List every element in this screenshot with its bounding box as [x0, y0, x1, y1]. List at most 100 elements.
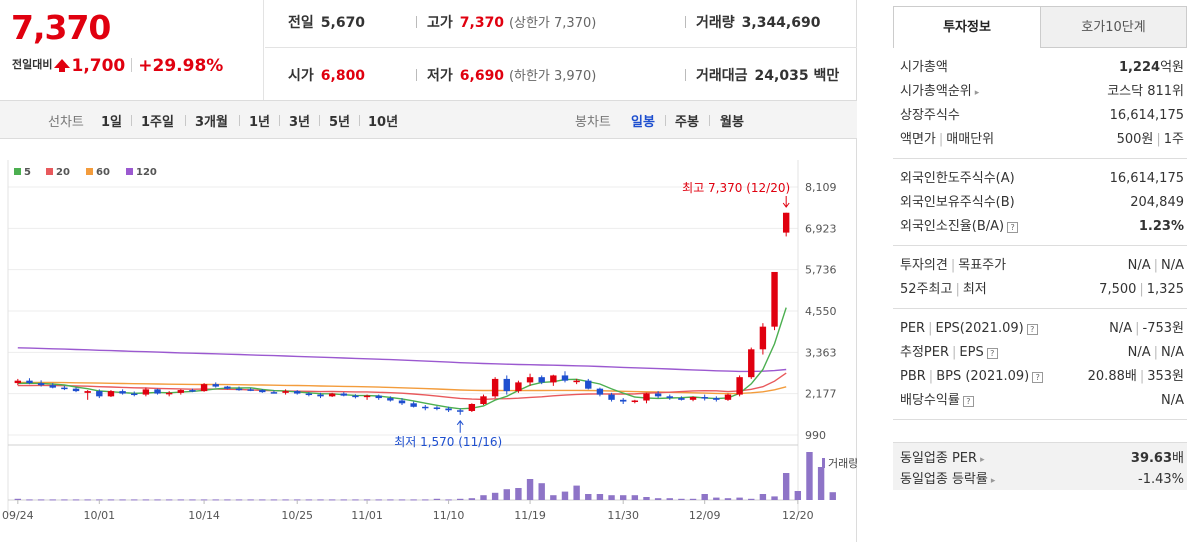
- info-row: 액면가 | 매매단위 500원 | 1주: [900, 132, 1184, 147]
- volume-bar: [538, 483, 545, 500]
- low-stat: 저가 6,690 (하한가 3,970): [416, 65, 596, 85]
- candle: [247, 389, 254, 391]
- amount-stat: 거래대금 24,035 백만: [685, 65, 839, 85]
- volume-bar: [61, 499, 68, 501]
- period-10y-button[interactable]: 10년: [368, 115, 399, 130]
- volume-bar: [794, 491, 802, 500]
- candle: [480, 396, 487, 404]
- volume-bar: [328, 499, 336, 501]
- help-icon[interactable]: ?: [962, 396, 974, 407]
- info-row: PER | EPS(2021.09)? N/A | -753원: [900, 321, 1184, 336]
- info-table: 시가총액 1,224억원 시가총액순위 ▸ 코스닥 811위 상장주식수 16,614,…: [893, 48, 1187, 420]
- candle: [713, 398, 720, 400]
- period-1y-button[interactable]: 1년: [249, 115, 271, 130]
- info-row: 외국인보유주식수(B) 204,849: [900, 195, 1184, 210]
- volume-bar: [503, 489, 510, 500]
- candle-weekly-button[interactable]: 주봉: [675, 115, 699, 130]
- candle: [538, 377, 545, 383]
- volume-bar: [212, 499, 219, 501]
- info-row: 외국인소진율(B/A)? 1.23%: [900, 219, 1184, 234]
- candle: [561, 375, 569, 381]
- candle: [643, 393, 650, 401]
- quote-stats: 전일 5,670 고가 7,370 (상한가 7,370) 거래량 3,344,690…: [265, 0, 857, 100]
- volume-bar: [259, 499, 266, 501]
- period-1w-button[interactable]: 1주일: [141, 115, 174, 130]
- volume-bar: [550, 495, 557, 500]
- period-3m-button[interactable]: 3개월: [195, 115, 228, 130]
- legend-swatch: [46, 168, 53, 175]
- volume-bar: [96, 499, 103, 501]
- volume-bar: [608, 495, 615, 500]
- volume-bar: [154, 499, 161, 501]
- candle: [619, 399, 627, 402]
- period-5y-button[interactable]: 5년: [329, 115, 351, 130]
- volume-label: 거래량: [828, 457, 857, 470]
- volume-bar: [526, 479, 534, 500]
- info-row: 동일업종 등락률 ▸ -1.43%: [900, 472, 1184, 487]
- period-1d-button[interactable]: 1일: [101, 115, 123, 130]
- candle: [177, 390, 185, 393]
- y-tick-label: 5,736: [805, 264, 837, 277]
- candle: [596, 388, 604, 395]
- info-row: 시가총액 1,224억원: [900, 60, 1184, 75]
- stock-chart[interactable]: 5 20 60 120 8,109 6,923 5,736 4,550 3,363 2,177 99…: [0, 140, 858, 542]
- info-row: 외국인한도주식수(A) 16,614,175: [900, 171, 1184, 186]
- volume-bar: [433, 498, 441, 500]
- volume-bar: [410, 499, 417, 501]
- price-change-row: 전일대비 1,700 +29.98%: [12, 56, 223, 76]
- volume-bar: [340, 499, 347, 501]
- volume-bar: [480, 495, 487, 500]
- x-tick-label: 12/09: [689, 509, 721, 522]
- volume-bar: [759, 494, 767, 500]
- candle-monthly-button[interactable]: 월봉: [720, 115, 744, 130]
- x-tick-label: 10/01: [83, 509, 115, 522]
- legend-swatch: [126, 168, 133, 175]
- tab-investment-info[interactable]: 투자정보: [893, 6, 1041, 48]
- candle: [72, 388, 80, 392]
- volume-bar: [713, 497, 720, 500]
- volume-bar: [701, 494, 708, 500]
- help-icon[interactable]: ?: [1007, 222, 1019, 233]
- candle: [422, 406, 429, 409]
- candle: [224, 386, 231, 389]
- candle: [119, 391, 126, 394]
- help-icon[interactable]: ?: [1026, 324, 1038, 335]
- candle: [14, 380, 22, 384]
- volume-bar: [596, 494, 604, 500]
- info-row: PBR | BPS (2021.09)? 20.88배 | 353원: [900, 369, 1184, 384]
- x-tick-label: 12/20: [782, 509, 814, 522]
- volume-bar: [817, 467, 825, 500]
- volume-bar: [375, 499, 382, 501]
- x-tick-label: 09/24: [2, 509, 34, 522]
- info-row: 동일업종 PER ▸ 39.63배: [900, 451, 1184, 466]
- tab-order-book[interactable]: 호가10단계: [1040, 6, 1187, 48]
- y-tick-label: 6,923: [805, 222, 837, 235]
- candle: [165, 392, 173, 395]
- candle: [26, 380, 33, 384]
- candle: [328, 393, 336, 397]
- candle: [550, 375, 557, 383]
- change-percent: +29.98%: [138, 56, 224, 76]
- candle: [491, 378, 499, 397]
- x-tick-label: 11/10: [433, 509, 465, 522]
- candle-daily-button[interactable]: 일봉: [631, 115, 655, 130]
- candle: [305, 393, 313, 396]
- candle: [608, 394, 615, 400]
- candlestick-chart[interactable]: 5 20 60 120 8,109 6,923 5,736 4,550 3,363 2,177 99…: [0, 140, 858, 542]
- candle: [270, 392, 278, 394]
- volume-bar: [398, 499, 406, 501]
- candle: [84, 391, 91, 393]
- candle: [96, 391, 103, 397]
- help-icon[interactable]: ?: [986, 348, 998, 359]
- volume-bar: [26, 499, 33, 501]
- candle: [294, 391, 301, 394]
- high-stat: 고가 7,370 (상한가 7,370): [416, 12, 596, 32]
- ma120-line: [17, 347, 787, 373]
- help-icon[interactable]: ?: [1032, 372, 1044, 383]
- volume-bar: [189, 499, 196, 501]
- y-tick-label: 8,109: [805, 181, 837, 194]
- divider: [131, 58, 133, 72]
- volume-bar: [573, 485, 580, 500]
- period-3y-button[interactable]: 3년: [289, 115, 311, 130]
- volume-bar: [748, 498, 755, 500]
